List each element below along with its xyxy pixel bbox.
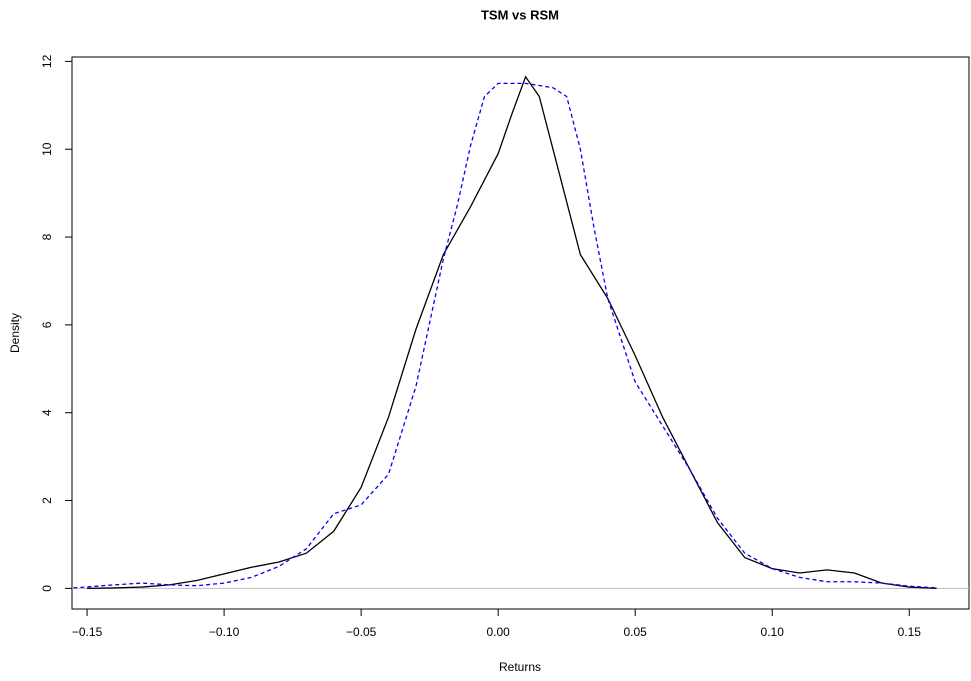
y-tick-label: 2: [40, 497, 54, 504]
density-line: [87, 75, 937, 590]
x-tick-label: 0.05: [624, 625, 648, 639]
density-line: [73, 82, 937, 589]
x-tick-label: −0.10: [209, 625, 240, 639]
chart-title: TSM vs RSM: [481, 7, 559, 22]
y-tick-label: 10: [40, 142, 54, 156]
x-tick-label: 0.00: [486, 625, 510, 639]
x-tick-label: −0.05: [346, 625, 377, 639]
y-tick-label: 12: [40, 54, 54, 68]
x-tick-label: 0.10: [761, 625, 785, 639]
x-tick-label: −0.15: [72, 625, 103, 639]
y-tick-label: 8: [40, 233, 54, 240]
y-tick-label: 6: [40, 321, 54, 328]
x-axis-label: Returns: [499, 660, 541, 674]
y-axis-label: Density: [8, 313, 22, 353]
y-tick-label: 0: [40, 585, 54, 592]
x-tick-label: 0.15: [898, 625, 922, 639]
y-tick-label: 4: [40, 409, 54, 416]
plot-frame: [71, 56, 970, 610]
